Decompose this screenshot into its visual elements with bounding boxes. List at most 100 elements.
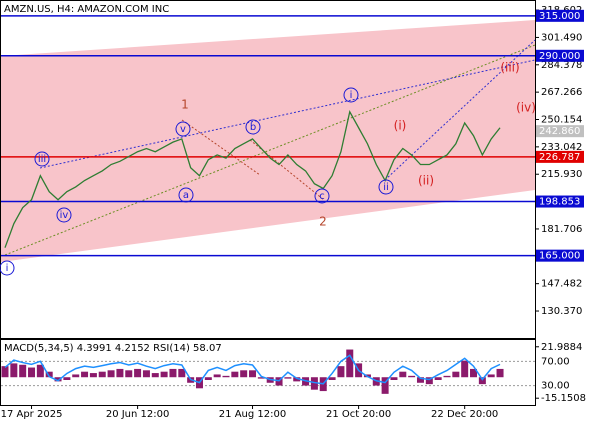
price-line xyxy=(4,109,501,248)
wave-label: b xyxy=(250,122,256,133)
macd-bar xyxy=(204,377,212,380)
macd-bar xyxy=(142,370,150,378)
macd-bar xyxy=(178,368,186,378)
level-label: 165.000 xyxy=(539,251,580,262)
wave-circle xyxy=(56,207,72,223)
macd-bar xyxy=(231,371,239,378)
y-tick-label: 233.042 xyxy=(541,142,582,153)
wave-label: (iv) xyxy=(516,101,536,115)
macd-bar xyxy=(257,377,265,379)
trend-line xyxy=(39,59,536,169)
macd-bar xyxy=(461,360,469,378)
wave-label: 1 xyxy=(181,98,189,112)
wave-label: (ii) xyxy=(418,174,434,188)
level-box xyxy=(536,49,584,62)
indicator-pane xyxy=(0,339,536,406)
wave-label: i xyxy=(6,263,9,274)
macd-bar xyxy=(408,375,416,378)
wave-label: 2 xyxy=(319,215,327,229)
macd-bar xyxy=(399,371,407,378)
y-tick-label: 181.706 xyxy=(541,224,582,235)
wave-circle xyxy=(175,121,191,137)
wave-circle xyxy=(343,87,359,103)
macd-bar xyxy=(98,371,106,378)
macd-bar xyxy=(487,374,495,378)
rsi-line xyxy=(4,354,501,385)
last-price-box xyxy=(536,125,584,138)
x-tick-label: 22 Dec 20:00 xyxy=(431,409,498,420)
macd-bar xyxy=(134,368,142,378)
indicator-title: MACD(5,34,5) 4.3991 4.2152 RSI(14) 58.07 xyxy=(4,343,222,354)
chart-title: AMZN.US, H4: AMAZON.COM INC xyxy=(4,4,169,15)
y-tick-label: -15.1508 xyxy=(541,393,586,404)
y2-tick-label: 70.00 xyxy=(541,356,570,367)
macd-bar xyxy=(19,364,27,378)
last-price-label: 242.860 xyxy=(539,126,580,137)
macd-bar xyxy=(10,363,18,378)
macd-bar xyxy=(151,373,159,378)
wave-circle xyxy=(378,179,394,195)
macd-bar xyxy=(45,371,53,378)
macd-bar xyxy=(125,370,133,378)
macd-bar xyxy=(434,377,442,380)
macd-bar xyxy=(36,364,44,378)
y-tick-label: 21.9884 xyxy=(541,342,582,353)
trend-line xyxy=(4,44,536,256)
macd-bar xyxy=(222,375,230,378)
macd-bar xyxy=(54,377,62,382)
wave-circle xyxy=(178,187,194,203)
macd-bar xyxy=(425,377,433,385)
macd-bar xyxy=(249,370,257,378)
wave-label: ii xyxy=(383,182,389,193)
wave-label: a xyxy=(183,190,189,201)
level-label: 290.000 xyxy=(539,51,580,62)
macd-bar xyxy=(470,368,478,378)
wave-circle xyxy=(245,119,261,135)
macd-bar xyxy=(169,368,177,378)
macd-bar xyxy=(160,371,168,378)
macd-bar xyxy=(310,377,318,390)
macd-bar xyxy=(63,377,71,380)
y-tick-label: 267.266 xyxy=(541,87,582,98)
macd-bar xyxy=(240,370,248,378)
level-box xyxy=(536,150,584,163)
wave-circle xyxy=(314,188,330,204)
macd-bar xyxy=(328,377,336,380)
y-tick-label: 250.154 xyxy=(541,115,582,126)
macd-bar xyxy=(443,375,451,378)
wave-label: iv xyxy=(60,210,69,221)
macd-bar xyxy=(337,366,345,378)
x-tick-label: 20 Jun 12:00 xyxy=(106,409,170,420)
y2-tick-label: 30.00 xyxy=(541,381,570,392)
wave-label: v xyxy=(180,124,186,135)
wave-label: (iii) xyxy=(500,61,519,75)
macd-bar xyxy=(293,377,301,382)
macd-bar xyxy=(284,377,292,379)
wave-label: (i) xyxy=(394,119,407,133)
wave-circle xyxy=(0,260,15,276)
macd-bar xyxy=(28,367,36,378)
macd-bar xyxy=(452,371,460,378)
macd-bar xyxy=(390,377,398,380)
y-tick-label: 301.490 xyxy=(541,32,582,43)
level-box xyxy=(536,9,584,22)
macd-bar xyxy=(107,370,115,378)
macd-bar xyxy=(416,377,424,383)
level-label: 198.853 xyxy=(539,197,580,208)
macd-bar xyxy=(81,371,89,378)
macd-bar xyxy=(89,373,97,378)
y-tick-label: 147.482 xyxy=(541,279,582,290)
macd-bar xyxy=(346,349,354,378)
macd-bar xyxy=(72,374,80,378)
macd-bar xyxy=(1,366,9,378)
wave-circle xyxy=(34,151,50,167)
x-tick-label: 21 Aug 12:00 xyxy=(219,409,286,420)
level-label: 315.000 xyxy=(539,11,580,22)
macd-bar xyxy=(213,374,221,378)
level-box xyxy=(536,249,584,262)
y-tick-label: 130.370 xyxy=(541,306,582,317)
macd-bar xyxy=(381,377,389,394)
level-label: 226.787 xyxy=(539,152,580,163)
